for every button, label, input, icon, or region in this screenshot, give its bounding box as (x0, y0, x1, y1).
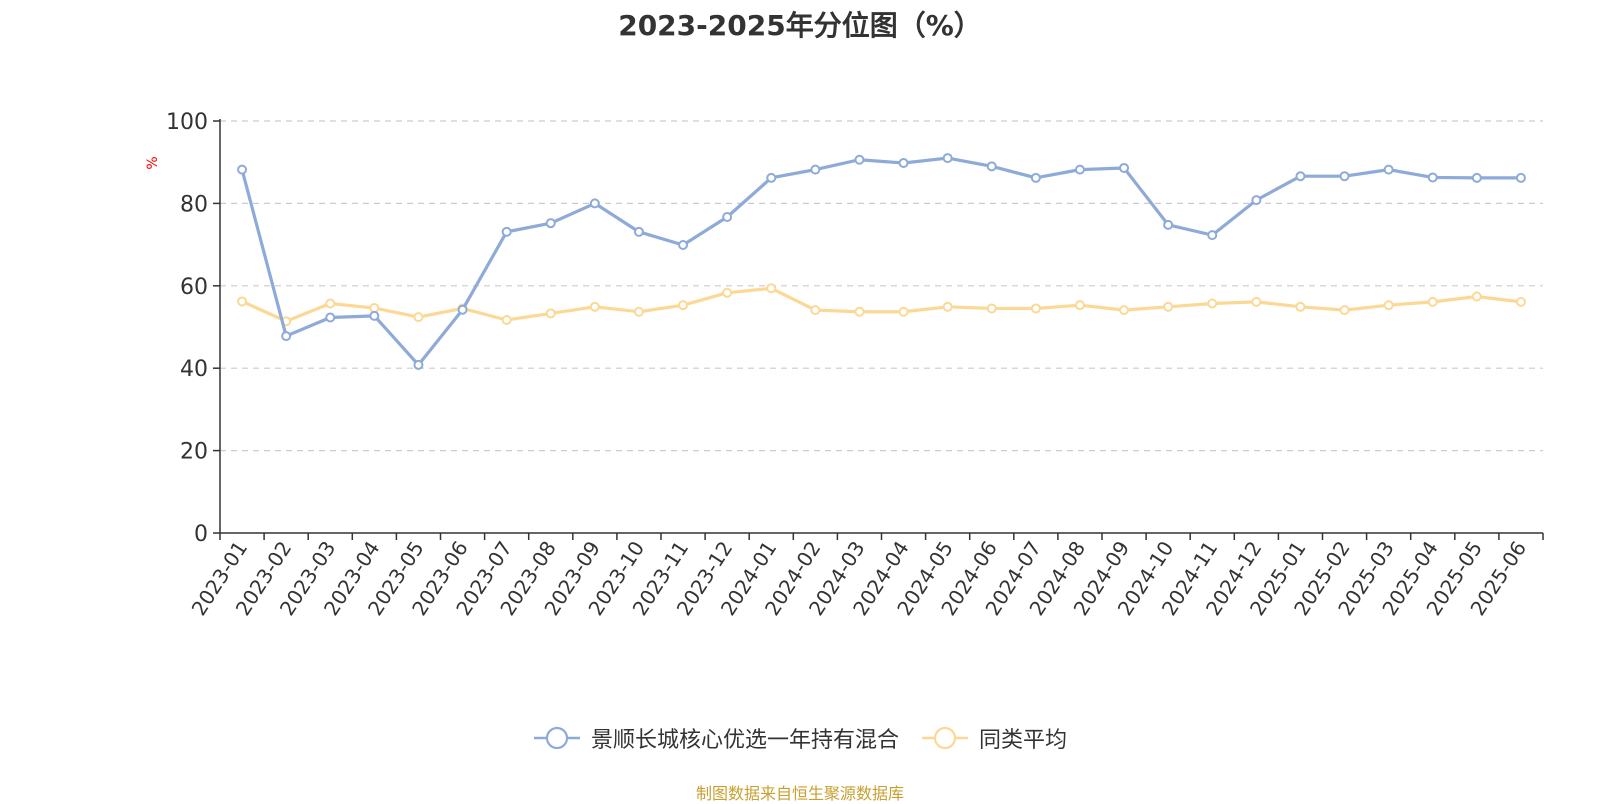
data-point (1030, 303, 1041, 314)
data-point (369, 303, 380, 314)
data-point (237, 296, 248, 307)
data-point (1515, 172, 1526, 183)
data-point (633, 306, 644, 317)
y-tick-label: 80 (180, 192, 208, 217)
data-point (1074, 300, 1085, 311)
data-point (325, 298, 336, 309)
series-line-1 (240, 156, 1521, 367)
series-line-2 (241, 286, 1522, 323)
y-tick-label: 60 (180, 275, 208, 300)
legend-item-1[interactable]: 景顺长城核心优选一年持有混合 (533, 722, 899, 754)
data-point (1339, 305, 1350, 316)
data-point (1515, 296, 1526, 307)
series-group (237, 153, 1526, 370)
source-note: 制图数据来自恒生聚源数据库 (695, 784, 904, 803)
data-point (1383, 300, 1394, 311)
legend-item-2[interactable]: 同类平均 (921, 722, 1067, 754)
data-point (1163, 219, 1174, 230)
axes: 0204060801002023-012023-022023-032023-04… (166, 110, 1544, 620)
data-point (281, 331, 292, 342)
data-point (1339, 171, 1350, 182)
data-point (898, 306, 909, 317)
data-point (854, 306, 865, 317)
data-point (942, 301, 953, 312)
data-point (1383, 164, 1394, 175)
data-point (325, 312, 336, 323)
legend-label: 景顺长城核心优选一年持有混合 (590, 728, 899, 753)
data-point (898, 158, 909, 169)
y-tick-label: 100 (166, 110, 208, 135)
data-point (1471, 291, 1482, 302)
data-point (766, 283, 777, 294)
data-point (854, 154, 865, 165)
y-tick-label: 0 (194, 522, 208, 547)
data-point (1427, 296, 1438, 307)
legend-label: 同类平均 (979, 728, 1068, 753)
data-point (457, 304, 468, 315)
data-point (545, 218, 556, 229)
data-point (501, 226, 512, 237)
y-tick-label: 20 (180, 440, 208, 465)
data-point (1427, 172, 1438, 183)
data-point (942, 153, 953, 164)
data-point (237, 164, 248, 175)
data-point (1295, 171, 1306, 182)
y-tick-label: 40 (180, 357, 208, 382)
data-point (810, 164, 821, 175)
data-point (722, 211, 733, 222)
data-point (678, 300, 689, 311)
data-point (1207, 230, 1218, 241)
data-point (810, 305, 821, 316)
data-point (1163, 301, 1174, 312)
data-point (1030, 172, 1041, 183)
legend-swatch-icon (533, 726, 580, 750)
data-point (413, 312, 424, 323)
legend: 景顺长城核心优选一年持有混合 同类平均 (0, 722, 1600, 754)
grid-lines (220, 120, 1543, 452)
data-point (1251, 296, 1262, 307)
data-point (589, 198, 600, 209)
data-point (545, 308, 556, 319)
data-point (678, 240, 689, 251)
data-point (1295, 301, 1306, 312)
data-point (766, 172, 777, 183)
data-point (633, 226, 644, 237)
data-point (986, 303, 997, 314)
data-point (1119, 162, 1130, 173)
data-point (1251, 195, 1262, 206)
data-point (1471, 172, 1482, 183)
chart-title: 2023-2025年分位图（%） (618, 9, 982, 42)
legend-swatch-icon (922, 726, 968, 750)
data-point (589, 301, 600, 312)
data-point (413, 359, 424, 370)
data-point (501, 314, 512, 325)
data-point (1074, 164, 1085, 175)
data-point (986, 161, 997, 172)
data-point (722, 287, 733, 298)
data-point (1207, 298, 1218, 309)
y-axis-label: % (145, 156, 161, 169)
data-point (1119, 305, 1130, 316)
data-point (369, 310, 380, 321)
